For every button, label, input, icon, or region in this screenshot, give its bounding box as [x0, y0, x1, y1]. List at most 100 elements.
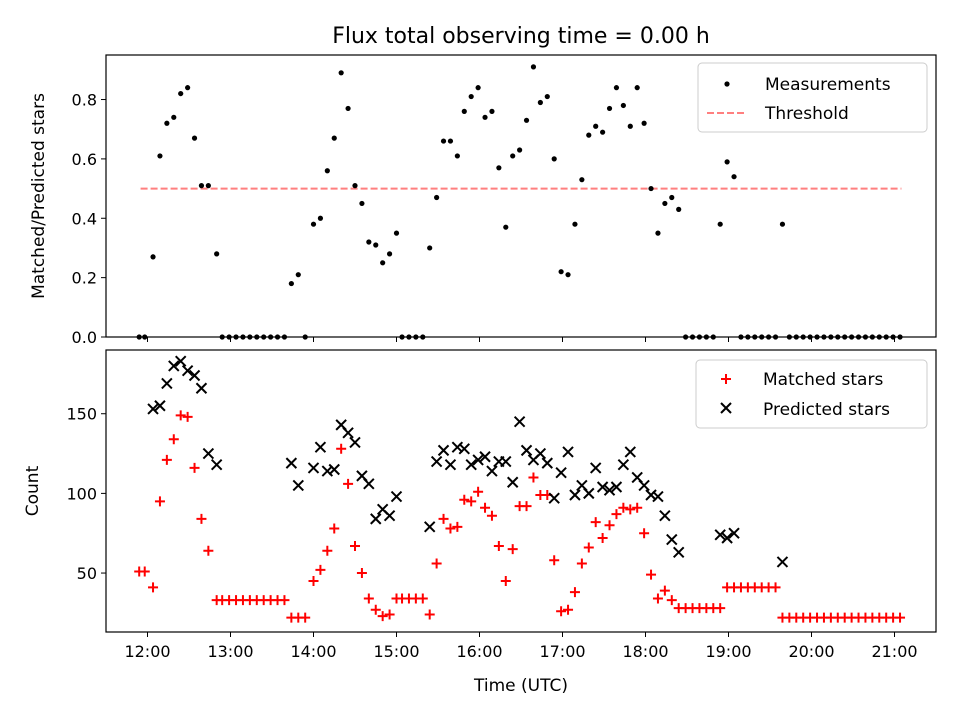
x-tick-label: 12:00	[124, 642, 170, 661]
predicted-star-point	[520, 444, 533, 457]
measurement-point	[731, 174, 737, 180]
top-y-tick-label: 0.6	[72, 150, 97, 169]
matched-star-point	[343, 478, 354, 489]
matched-star-point	[203, 545, 214, 556]
measurement-point	[510, 153, 516, 159]
predicted-star-point	[174, 355, 187, 367]
predicted-star-point	[444, 459, 457, 471]
matched-star-point	[168, 434, 179, 445]
matched-star-point	[590, 517, 601, 528]
measurement-point	[613, 85, 620, 91]
predicted-star-point	[328, 463, 340, 476]
bottom-y-tick-label: 50	[77, 564, 97, 583]
measurement-point	[393, 230, 400, 236]
measurement-point	[345, 105, 351, 112]
matched-star-point	[384, 609, 395, 620]
measurement-point	[523, 117, 530, 123]
matched-star-point	[154, 496, 165, 507]
predicted-star-point	[168, 360, 180, 372]
predicted-star-point	[202, 447, 215, 460]
top-legend-box	[697, 62, 928, 133]
predicted-star-point	[500, 455, 512, 468]
predicted-star-point	[210, 459, 223, 471]
matched-star-point	[583, 542, 594, 553]
measurement-point	[427, 245, 433, 251]
top-panel: 0.00.20.40.60.8 Matched/Predicted stars …	[29, 54, 937, 347]
matched-star-point	[493, 540, 504, 551]
measurement-point	[475, 85, 481, 91]
x-tick-label: 20:00	[788, 642, 834, 661]
x-tick-label: 15:00	[373, 642, 419, 661]
matched-star-point	[639, 528, 650, 539]
bottom-y-ticks: 50 100 150	[66, 405, 106, 583]
matched-star-point	[549, 555, 560, 566]
matched-star-point	[466, 496, 477, 507]
measurement-point	[676, 206, 682, 212]
predicted-star-point	[342, 427, 354, 439]
measurement-point	[454, 153, 460, 159]
measurement-point	[489, 108, 495, 114]
matched-star-point	[569, 587, 580, 598]
predicted-star-point	[423, 521, 436, 533]
predicted-star-point	[596, 481, 609, 493]
measurement-point	[352, 183, 358, 189]
bottom-marks	[134, 355, 906, 623]
predicted-star-point	[154, 400, 166, 412]
measurement-point	[537, 99, 543, 106]
matched-star-point	[486, 510, 497, 521]
predicted-star-point	[506, 476, 519, 488]
measurement-point	[662, 200, 668, 207]
top-axes-frame	[105, 54, 937, 338]
matched-star-point	[377, 611, 388, 622]
predicted-star-point	[714, 529, 726, 541]
matched-star-point	[300, 612, 311, 623]
predicted-star-point	[161, 377, 173, 390]
measurement-point	[373, 242, 379, 248]
measurement-point	[164, 120, 170, 126]
predicted-star-point	[486, 465, 498, 477]
measurement-point	[544, 93, 550, 100]
measurement-point	[150, 254, 156, 260]
top-y-tick-label: 0.2	[72, 269, 97, 288]
matched-star-point	[279, 595, 290, 606]
measurement-point	[627, 123, 633, 129]
matched-star-point	[148, 582, 159, 593]
measurement-point	[641, 120, 647, 126]
predicted-star-point	[188, 369, 201, 382]
measurement-point	[295, 272, 301, 278]
measurement-point	[380, 260, 386, 266]
predicted-star-point	[666, 533, 678, 546]
x-tick-label: 19:00	[705, 642, 751, 661]
x-axis-label: Time (UTC)	[473, 676, 568, 696]
matched-star-point	[350, 540, 360, 551]
matched-star-point	[632, 502, 643, 513]
measurement-point	[551, 156, 557, 162]
matched-star-point	[445, 523, 456, 534]
bottom-y-tick-label: 100	[66, 484, 97, 503]
predicted-star-point	[349, 436, 361, 449]
measurement-point	[185, 85, 191, 91]
x-tick-label: 17:00	[539, 642, 585, 661]
measurement-point	[565, 272, 571, 278]
predicted-star-point	[181, 365, 194, 377]
legend-predicted-label: Predicted stars	[763, 400, 890, 420]
predicted-star-point	[458, 443, 470, 455]
predicted-star-point	[195, 382, 208, 394]
predicted-star-point	[472, 454, 484, 466]
matched-star-point	[666, 595, 677, 606]
matched-star-point	[521, 501, 532, 512]
matched-star-point	[308, 576, 319, 587]
predicted-star-point	[548, 492, 560, 504]
matched-star-point	[652, 593, 663, 604]
bottom-y-axis-label: Count	[23, 465, 43, 516]
predicted-star-point	[437, 444, 450, 457]
matched-star-point	[646, 569, 657, 580]
x-tick-label: 16:00	[456, 642, 502, 661]
measurement-point	[440, 138, 447, 144]
matched-star-point	[563, 604, 574, 615]
measurement-point	[724, 159, 730, 165]
matched-star-point	[322, 545, 333, 556]
measurement-point	[461, 108, 467, 114]
